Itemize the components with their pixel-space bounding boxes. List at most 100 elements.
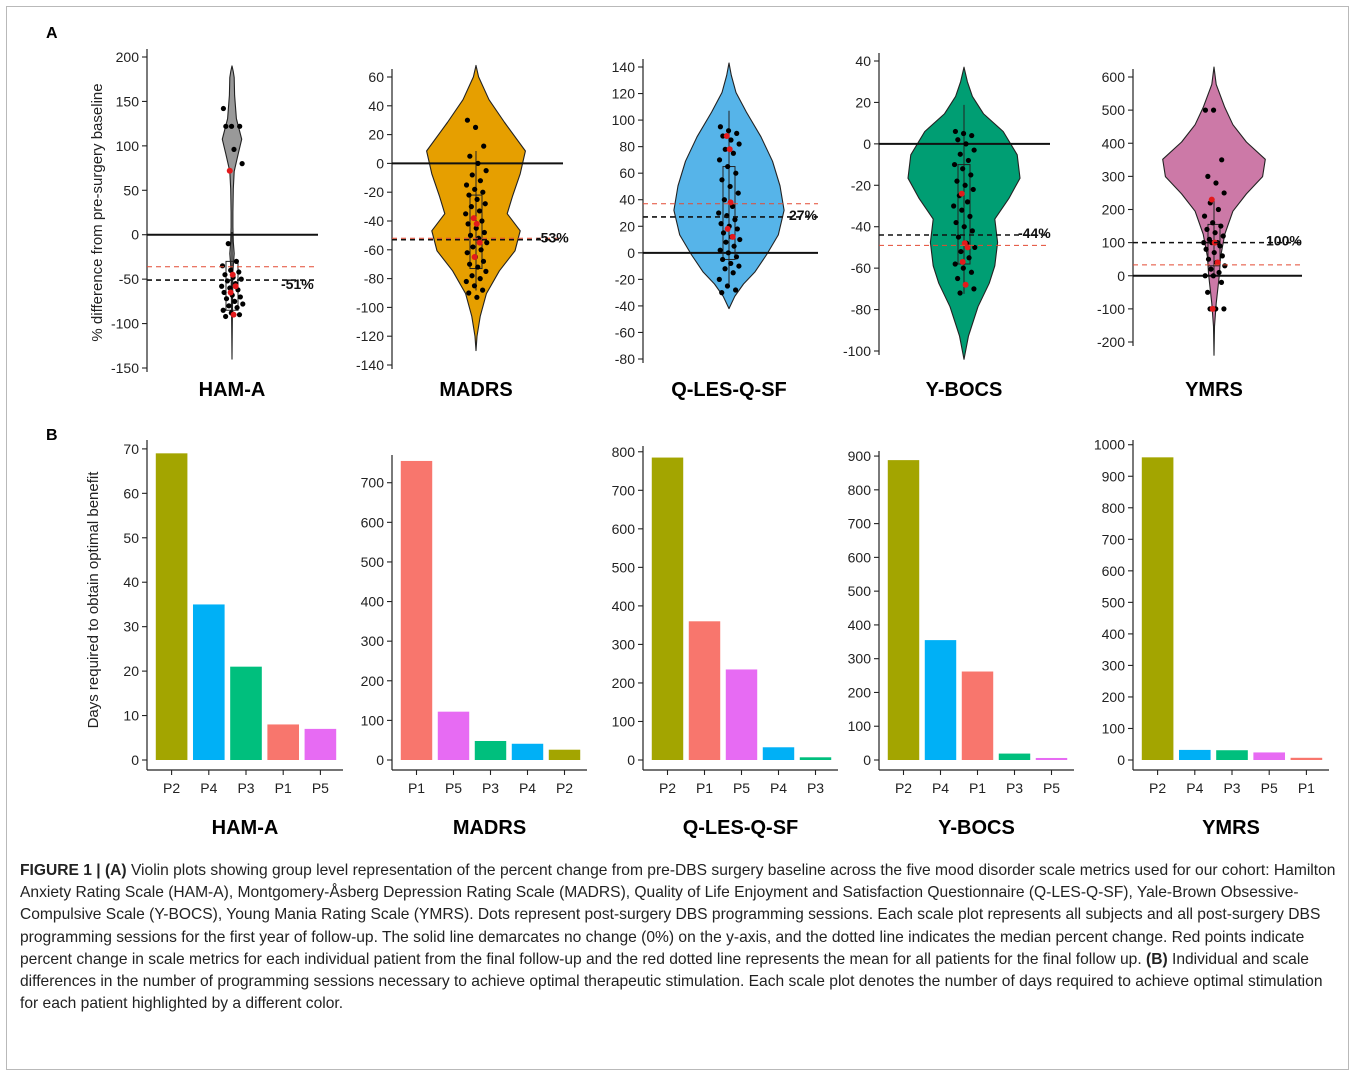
session-point [223,296,230,302]
session-point [221,289,227,296]
final-point [232,283,239,290]
session-point [951,203,957,209]
y-tick-label: -40 [364,213,384,229]
session-point [958,248,964,255]
session-point [1221,190,1227,196]
session-point [1211,249,1217,256]
bar-p2 [548,749,581,760]
y-tick-label: 100 [612,112,636,128]
session-point [484,240,490,246]
panel-title: MADRS [453,817,526,839]
session-point [478,247,484,253]
x-tick-label: P4 [770,780,787,796]
session-point [1217,243,1223,249]
x-tick-label: P4 [200,780,217,796]
y-tick-label: 50 [123,182,139,198]
panel-title: YMRS [1202,817,1260,839]
session-point [480,189,486,195]
final-point [476,239,483,246]
bar-p1 [961,671,994,760]
y-tick-label: 1000 [1094,437,1125,453]
session-point [220,105,227,112]
session-point [957,290,963,296]
session-point [968,172,974,178]
session-point [718,221,724,227]
session-point [734,226,740,232]
x-tick-label: P3 [807,780,824,796]
session-point [234,304,240,311]
session-point [723,239,729,245]
session-point [954,178,960,184]
bar-panel-madrs: 0 100 200 300 400 500 600 700 P1 P5 P3 P4 P2 MADRS [361,455,587,839]
y-tick-label: 0 [376,155,384,171]
y-tick-label: 900 [848,448,872,464]
x-tick-label: P4 [1186,780,1203,796]
x-tick-label: P1 [275,780,292,796]
y-tick-label: 10 [123,708,139,724]
final-point [229,271,236,278]
y-tick-label: 200 [848,684,872,700]
y-tick-label: 200 [612,675,636,691]
bar-panel-y-bocs: 0 100 200 300 400 500 600 700 800 900 P2 P4 P1 P3 P5 Y-… [848,448,1074,839]
final-point [958,190,965,197]
session-point [220,307,226,313]
session-point [240,301,246,307]
session-point [1215,206,1221,213]
session-point [471,283,478,289]
session-point [219,263,226,269]
bar-p1 [688,621,721,760]
session-point [1204,226,1210,232]
y-tick-label: -50 [119,271,139,287]
y-tick-label: 800 [848,482,872,498]
session-point [955,234,962,240]
final-point [471,254,478,260]
y-tick-label: 600 [612,521,636,537]
y-tick-label: 0 [1117,752,1125,768]
session-point [1212,230,1218,236]
session-point [725,128,732,134]
session-point [960,166,966,172]
panel-title: Y-BOCS [938,817,1015,839]
y-tick-label: 150 [116,93,140,109]
bar-panel-ham-a: 0 10 20 30 40 50 60 70 Days required to obtain o… [85,440,343,839]
session-point [970,186,976,193]
session-point [733,170,739,176]
session-point [1203,246,1209,252]
y-tick-label: 800 [612,444,636,460]
session-point [1216,269,1222,276]
bar-p2 [887,460,920,760]
session-point [472,124,479,130]
y-tick-label: 200 [361,673,385,689]
final-point [959,258,966,265]
y-tick-label: 400 [848,617,872,633]
final-point [227,289,234,296]
session-point [483,168,489,174]
y-tick-label: -140 [356,357,384,373]
x-tick-label: P5 [733,780,750,796]
session-point [472,186,478,192]
violin-shape [221,65,243,360]
session-point [736,263,742,269]
session-point [480,287,486,293]
session-point [727,183,733,190]
session-point [227,285,233,291]
session-point [1218,223,1224,229]
y-tick-label: 200 [1102,689,1126,705]
median-label: 27% [789,207,818,223]
session-point [463,211,469,217]
y-tick-label: -60 [851,260,871,276]
session-point [474,294,480,300]
session-point [467,153,473,159]
y-tick-label: 0 [376,752,384,768]
y-axis-label: % difference from pre-surgery baseline [89,83,106,341]
session-point [237,123,243,129]
caption-a-text: Violin plots showing group level represe… [20,862,1336,968]
final-point [470,215,477,222]
session-point [237,294,243,300]
y-tick-label: 20 [123,663,139,679]
session-point [238,276,244,282]
session-point [734,130,740,136]
final-point [723,133,730,140]
x-tick-label: P2 [895,780,912,796]
session-point [957,151,963,157]
